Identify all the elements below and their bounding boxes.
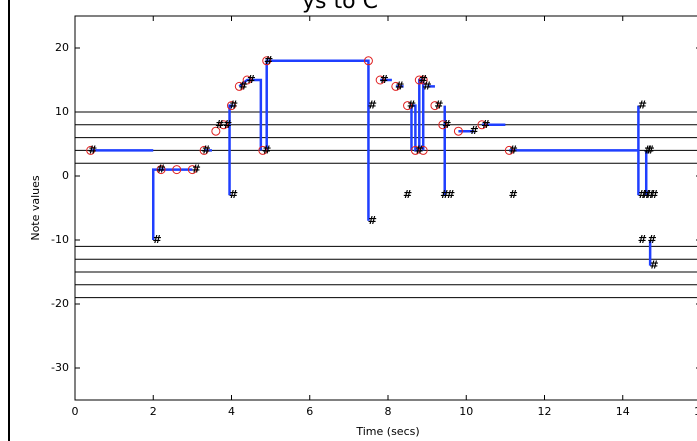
onset-marker: [258, 145, 268, 155]
sharp-marker: #: [379, 73, 388, 86]
sharp-marker: #: [368, 99, 377, 112]
sharp-marker: #: [415, 143, 424, 156]
sharp-marker: #: [229, 99, 238, 112]
sharp-marker: #: [419, 73, 428, 86]
sharp-marker: #: [469, 124, 478, 137]
onset-marker: [414, 75, 424, 85]
onset-marker: [403, 101, 413, 111]
onset-marker: [418, 145, 428, 155]
onset-marker: [219, 120, 229, 130]
x-tick-label: 12: [538, 405, 552, 418]
sharp-marker: #: [509, 143, 518, 156]
chart-title: ys to C: [302, 0, 378, 14]
onset-marker: [86, 145, 96, 155]
onset-marker: [453, 126, 463, 136]
sharp-marker: #: [440, 188, 449, 201]
x-tick-label: 16: [694, 405, 697, 418]
sharp-marker: #: [201, 143, 210, 156]
sharp-marker: #: [215, 118, 224, 131]
onset-marker: [504, 145, 514, 155]
sharp-marker: #: [423, 79, 432, 92]
note-line: [265, 59, 370, 221]
x-tick-label: 4: [228, 405, 235, 418]
sharp-marker: #: [395, 79, 404, 92]
sharp-marker: #: [403, 188, 412, 201]
sharp-marker: #: [246, 73, 255, 86]
onset-marker: [262, 56, 272, 66]
onset-marker: [211, 126, 221, 136]
note-line: [152, 168, 193, 240]
sharp-marker: #: [644, 143, 653, 156]
y-tick-label: -20: [51, 297, 69, 310]
sharp-marker: #: [646, 143, 655, 156]
onset-marker: [430, 101, 440, 111]
x-tick-label: 2: [150, 405, 157, 418]
plot-frame: [74, 15, 697, 401]
sharp-marker: #: [88, 143, 97, 156]
sharp-marker: #: [264, 54, 273, 67]
sharp-marker: #: [434, 99, 443, 112]
sharp-marker: #: [192, 163, 201, 176]
sharp-marker: #: [407, 99, 416, 112]
sharp-marker: #: [638, 188, 647, 201]
sharp-marker: #: [223, 118, 232, 131]
onset-marker: [391, 81, 401, 91]
y-axis-label: Note values: [29, 175, 42, 241]
onset-marker: [199, 145, 209, 155]
x-axis-label: Time (secs): [355, 425, 419, 438]
x-tick-label: 8: [385, 405, 392, 418]
sharp-marker: #: [649, 188, 658, 201]
onset-marker: [227, 101, 236, 111]
sharp-marker: #: [642, 188, 651, 201]
sharp-marker: #: [481, 118, 490, 131]
onset-marker: [438, 120, 448, 130]
onset-marker: [234, 81, 244, 91]
sharp-marker: #: [153, 233, 162, 246]
onset-marker: [418, 75, 428, 85]
sharp-marker: #: [239, 79, 248, 92]
y-tick-label: 10: [55, 105, 69, 118]
x-tick-label: 0: [72, 405, 79, 418]
sharp-marker: #: [638, 99, 647, 112]
onset-marker: [242, 75, 252, 85]
note-line: [228, 104, 234, 196]
sharp-marker: #: [156, 163, 165, 176]
onset-marker: [156, 165, 166, 175]
y-tick-label: -10: [51, 233, 69, 246]
onset-marker: [477, 120, 487, 130]
sharp-marker: #: [446, 188, 455, 201]
x-tick-label: 14: [616, 405, 630, 418]
sharp-marker: #: [368, 214, 377, 227]
onset-marker: [363, 56, 373, 66]
sharp-marker: #: [638, 233, 647, 246]
y-tick-label: 20: [55, 41, 69, 54]
sharp-marker: #: [649, 259, 658, 272]
onset-marker: [187, 165, 197, 175]
x-tick-label: 10: [459, 405, 473, 418]
sharp-marker: #: [509, 188, 518, 201]
note-line: [238, 78, 263, 151]
sharp-marker: #: [262, 143, 271, 156]
sharp-marker: #: [442, 118, 451, 131]
x-tick-label: 6: [306, 405, 313, 418]
onset-marker: [375, 75, 385, 85]
sharp-marker: #: [647, 233, 656, 246]
note-line: [410, 78, 425, 152]
y-tick-label: -30: [51, 361, 69, 374]
sharp-marker: #: [646, 188, 655, 201]
sharp-marker: #: [229, 188, 238, 201]
onset-marker: [172, 165, 182, 175]
y-tick-label: 0: [62, 169, 69, 182]
note-line: [509, 105, 640, 196]
